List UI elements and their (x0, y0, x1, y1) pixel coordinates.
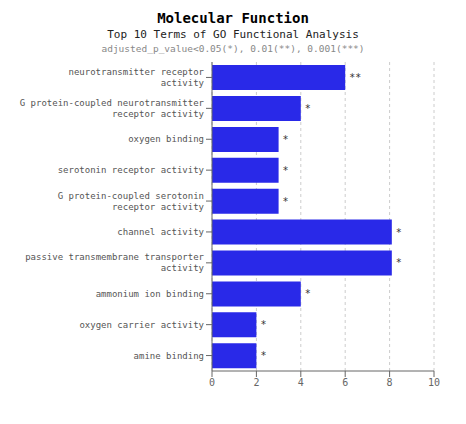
svg-text:*: * (283, 196, 289, 207)
svg-text:0: 0 (209, 377, 215, 388)
svg-text:channel activity: channel activity (117, 227, 204, 237)
svg-text:**: ** (349, 72, 361, 83)
svg-text:*: * (283, 134, 289, 145)
svg-text:*: * (305, 288, 311, 299)
svg-text:oxygen carrier activity: oxygen carrier activity (79, 320, 204, 330)
html-text:Top 10 Terms of GO Functional: Top 10 Terms of GO Functional Analysis (107, 28, 359, 41)
html-text:adjusted_p_value<0.05(*), 0.01: adjusted_p_value<0.05(*), 0.01(**), 0.00… (101, 43, 365, 54)
svg-text:neurotransmitter receptoractiv: neurotransmitter receptoractivity (69, 67, 205, 88)
svg-text:oxygen binding: oxygen binding (128, 134, 204, 144)
svg-text:*: * (396, 227, 402, 238)
svg-text:*: * (396, 257, 402, 268)
svg-text:*: * (305, 103, 311, 114)
svg-text:serotonin receptor activity: serotonin receptor activity (58, 165, 205, 175)
svg-text:G protein-coupled serotoninrec: G protein-coupled serotoninreceptor acti… (58, 191, 205, 212)
svg-text:G protein-coupled neurotransmi: G protein-coupled neurotransmitterrecept… (20, 98, 205, 119)
svg-text:4: 4 (298, 377, 304, 388)
svg-text:*: * (260, 350, 266, 361)
html-text:Molecular Function: Molecular Function (157, 10, 309, 26)
svg-text:passive transmembrane transpor: passive transmembrane transporteractivit… (25, 252, 204, 273)
svg-text:6: 6 (342, 377, 348, 388)
svg-text:8: 8 (387, 377, 393, 388)
svg-text:2: 2 (253, 377, 259, 388)
svg-text:*: * (283, 165, 289, 176)
svg-text:10: 10 (428, 377, 440, 388)
svg-text:*: * (260, 319, 266, 330)
svg-text:amine binding: amine binding (134, 351, 204, 361)
svg-text:ammonium ion binding: ammonium ion binding (96, 289, 204, 299)
